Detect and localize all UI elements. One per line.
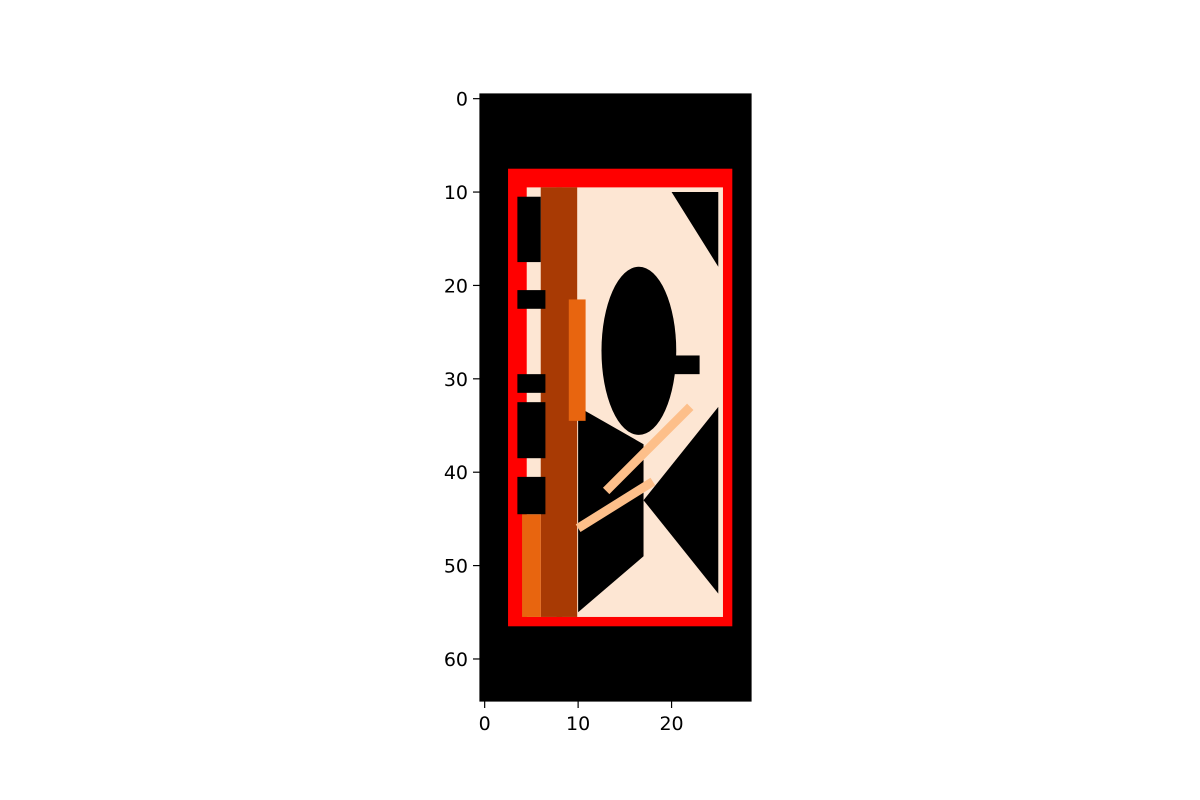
axes-spine	[479, 93, 752, 702]
image-region	[556, 187, 578, 617]
x-tick-label: 0	[479, 713, 491, 735]
image-region	[601, 266, 677, 435]
image-region	[575, 477, 656, 533]
image-region	[602, 403, 694, 495]
y-tick-label: 60	[444, 649, 468, 671]
y-tick-label: 50	[444, 556, 468, 578]
y-tick-label: 30	[444, 369, 468, 391]
y-tick-label: 20	[444, 275, 468, 297]
image-region	[517, 476, 546, 515]
x-tick-label: 10	[566, 713, 590, 735]
y-tick-label: 10	[444, 182, 468, 204]
image-region	[671, 355, 700, 375]
image-region	[517, 290, 546, 309]
axis-ticks: 0 10 20 0 10 20 30 40 50 60	[444, 89, 684, 735]
image-region	[517, 374, 546, 393]
image-region	[517, 196, 541, 263]
image-region	[643, 406, 719, 594]
x-tick-label: 20	[659, 713, 683, 735]
y-tick-label: 0	[456, 89, 468, 111]
image-region	[517, 402, 546, 459]
heatmap-image	[480, 94, 751, 701]
image-region	[671, 192, 719, 267]
image-region	[522, 514, 541, 617]
image-region	[568, 299, 586, 421]
axes-frame	[479, 93, 752, 702]
y-tick-label: 40	[444, 462, 468, 484]
